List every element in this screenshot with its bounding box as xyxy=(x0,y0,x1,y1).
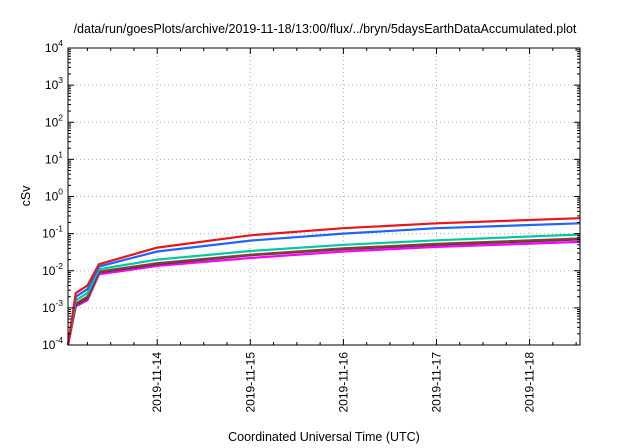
data-series xyxy=(66,217,581,346)
series-line-5 xyxy=(66,222,581,346)
y-tick-label: 102 xyxy=(45,112,63,129)
grid-lines xyxy=(68,48,580,345)
series-line-3 xyxy=(66,237,581,346)
y-tick-label: 103 xyxy=(45,75,63,92)
x-tick-label: 2019-11-16 xyxy=(336,352,350,413)
x-tick-label: 2019-11-17 xyxy=(429,352,443,413)
x-tick-label: 2019-11-15 xyxy=(243,352,257,413)
x-tick-label: 2019-11-14 xyxy=(150,352,164,413)
x-axis-label: Coordinated Universal Time (UTC) xyxy=(228,430,420,444)
series-line-6 xyxy=(66,217,581,346)
x-tick-label: 2019-11-18 xyxy=(523,352,537,413)
chart-title: /data/run/goesPlots/archive/2019-11-18/1… xyxy=(74,22,577,36)
y-axis-label: cSv xyxy=(19,185,33,207)
y-tick-label: 100 xyxy=(45,187,63,204)
series-line-4 xyxy=(66,233,581,346)
y-tick-label: 101 xyxy=(45,149,63,166)
series-line-1 xyxy=(66,240,581,346)
y-tick-label: 10-4 xyxy=(42,335,63,352)
y-tick-label: 10-3 xyxy=(42,298,63,315)
y-axis-ticks: 10-4 10-3 10-2 10-1 100 101 102 103 104 xyxy=(42,38,580,352)
x-axis-ticks: 2019-11-14 2019-11-15 2019-11-16 2019-11-17… xyxy=(86,48,577,413)
y-tick-label: 104 xyxy=(45,38,63,55)
y-tick-label: 10-2 xyxy=(42,261,63,278)
y-tick-label: 10-1 xyxy=(42,224,63,241)
